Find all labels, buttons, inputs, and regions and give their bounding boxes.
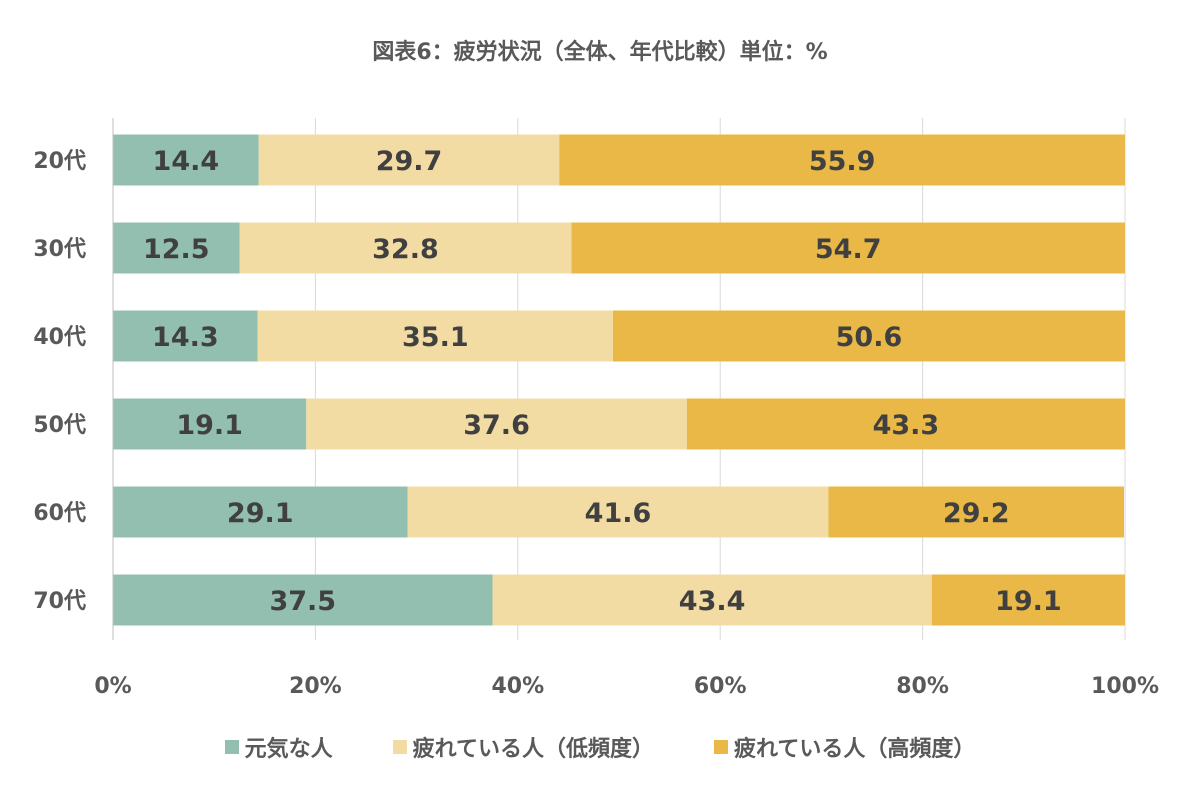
legend-swatch bbox=[224, 740, 239, 754]
data-label: 12.5 bbox=[143, 234, 210, 265]
data-label: 35.1 bbox=[402, 322, 469, 353]
legend-label: 疲れている人（低頻度） bbox=[412, 737, 654, 762]
legend-item: 疲れている人（低頻度） bbox=[392, 731, 654, 763]
bar-segment bbox=[407, 486, 829, 538]
data-label: 14.3 bbox=[152, 322, 219, 353]
data-label: 29.7 bbox=[376, 146, 443, 177]
data-label: 19.1 bbox=[995, 586, 1062, 617]
legend-item: 疲れている人（高頻度） bbox=[714, 731, 975, 763]
data-label: 32.8 bbox=[372, 234, 439, 265]
bar-segment bbox=[571, 222, 1125, 274]
legend-swatch bbox=[392, 740, 407, 754]
bar-segment bbox=[492, 574, 932, 626]
bar-segment bbox=[559, 134, 1125, 186]
data-label: 54.7 bbox=[815, 234, 882, 265]
bar-segment bbox=[113, 486, 408, 538]
data-label: 43.4 bbox=[679, 586, 746, 617]
data-label: 29.1 bbox=[227, 498, 294, 529]
x-tick-label: 80% bbox=[896, 674, 949, 699]
legend-swatch bbox=[714, 740, 728, 754]
chart-title: 図表6：疲労状況（全体、年代比較）単位：% bbox=[372, 40, 828, 65]
x-tick-label: 0% bbox=[94, 674, 131, 699]
data-label: 37.6 bbox=[463, 410, 530, 441]
bar-segment bbox=[257, 310, 613, 362]
bar-segment bbox=[239, 222, 572, 274]
y-category-label: 60代 bbox=[33, 501, 86, 526]
bar-segment bbox=[828, 486, 1124, 538]
bar-segment bbox=[931, 574, 1125, 626]
y-category-label: 70代 bbox=[33, 589, 86, 614]
y-category-label: 30代 bbox=[33, 237, 86, 262]
data-label: 14.4 bbox=[153, 146, 220, 177]
bar-segment bbox=[113, 222, 240, 274]
x-tick-label: 20% bbox=[289, 674, 342, 699]
data-label: 43.3 bbox=[873, 410, 940, 441]
bar-segment bbox=[258, 134, 560, 186]
legend-label: 疲れている人（高頻度） bbox=[734, 737, 976, 762]
legend: 元気な人 疲れている人（低頻度） 疲れている人（高頻度） bbox=[0, 731, 1200, 763]
data-label: 41.6 bbox=[585, 498, 652, 529]
bar-segment bbox=[113, 134, 259, 186]
data-label: 50.6 bbox=[836, 322, 903, 353]
y-category-label: 40代 bbox=[33, 325, 86, 350]
data-label: 29.2 bbox=[943, 498, 1010, 529]
data-label: 55.9 bbox=[809, 146, 876, 177]
bar-segment bbox=[113, 310, 258, 362]
data-label: 19.1 bbox=[176, 410, 243, 441]
bar-segment bbox=[612, 310, 1125, 362]
y-category-label: 50代 bbox=[33, 413, 86, 438]
x-tick-label: 60% bbox=[694, 674, 747, 699]
bar-segment bbox=[686, 398, 1125, 450]
legend-item: 元気な人 bbox=[224, 731, 333, 763]
legend-label: 元気な人 bbox=[244, 737, 333, 762]
x-tick-label: 100% bbox=[1091, 674, 1159, 699]
x-tick-label: 40% bbox=[491, 674, 544, 699]
bar-segment bbox=[113, 574, 493, 626]
y-category-label: 20代 bbox=[33, 149, 86, 174]
data-label: 37.5 bbox=[269, 586, 336, 617]
bar-segment bbox=[113, 398, 307, 450]
bar-segment bbox=[306, 398, 687, 450]
